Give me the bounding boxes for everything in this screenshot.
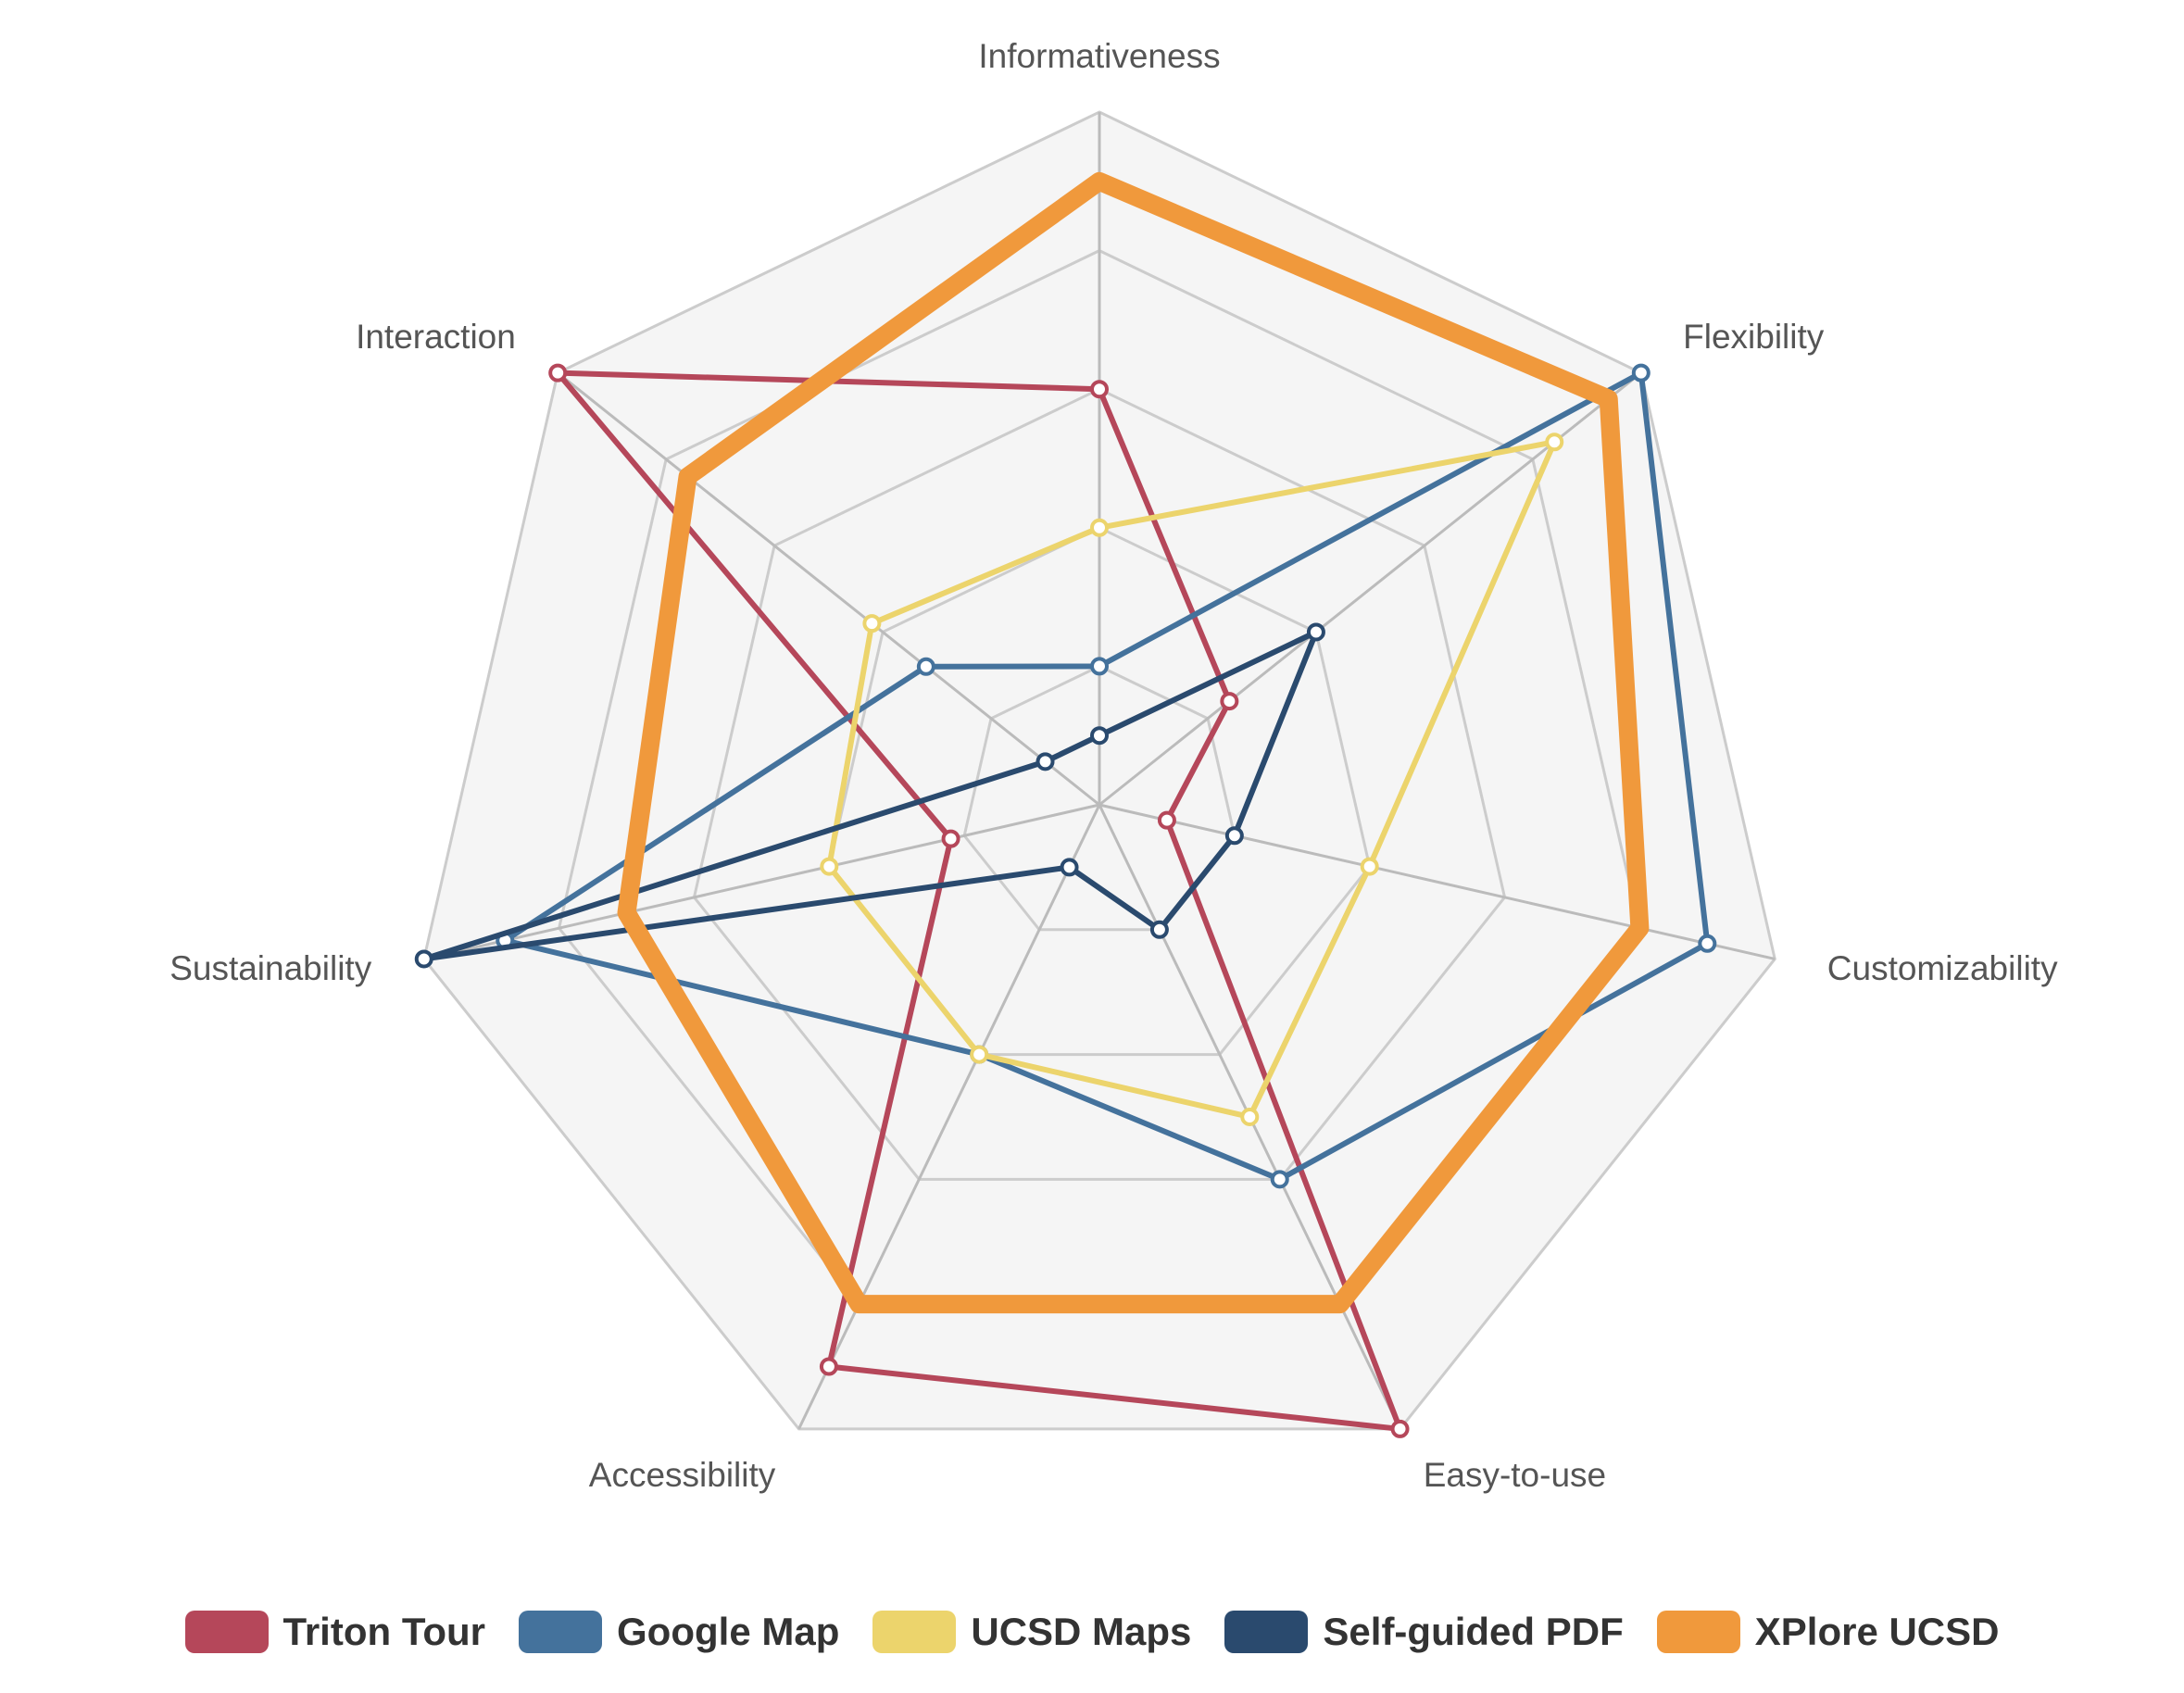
data-point[interactable] (970, 1045, 989, 1064)
axis-label: Easy-to-use (1424, 1456, 1606, 1494)
legend-swatch (872, 1611, 957, 1653)
data-point[interactable] (1090, 380, 1109, 399)
legend-swatch (184, 1611, 269, 1653)
series-line (555, 370, 1403, 1432)
data-point[interactable] (1220, 692, 1239, 711)
data-point[interactable] (1545, 433, 1564, 452)
data-point[interactable] (819, 1357, 838, 1376)
grid-ring (422, 110, 1776, 1431)
data-point[interactable] (1036, 752, 1055, 771)
axis-spoke (797, 804, 1101, 1430)
axis-spoke (1098, 803, 1776, 960)
data-point[interactable] (1060, 858, 1079, 877)
series-self-guided-pdf (414, 622, 1325, 969)
radar-grid (422, 110, 1776, 1431)
axis-label: Flexibility (1683, 318, 1825, 356)
series-triton-tour (548, 363, 1410, 1438)
data-point[interactable] (548, 363, 568, 382)
legend-label: Self-guided PDF (1323, 1610, 1624, 1653)
radar-series (414, 171, 1717, 1438)
legend-swatch (519, 1611, 603, 1653)
series-xplore-ucsd (617, 171, 1650, 1314)
axis-labels: Informativeness Flexibility Customizabilit… (169, 37, 2058, 1494)
data-point[interactable] (1090, 657, 1109, 676)
data-point[interactable] (1090, 518, 1109, 537)
data-point[interactable] (916, 657, 935, 676)
data-point[interactable] (862, 614, 882, 633)
data-point[interactable] (1149, 920, 1169, 939)
legend-label: UCSD Maps (971, 1610, 1192, 1653)
legend-swatch (1656, 1611, 1740, 1653)
legend-item[interactable]: UCSD Maps (872, 1610, 1191, 1654)
legend-item[interactable]: XPlore UCSD (1656, 1610, 2000, 1654)
legend-label: XPlore UCSD (1754, 1610, 2000, 1653)
axis-label: Interaction (356, 318, 516, 356)
data-point[interactable] (1360, 857, 1379, 876)
legend-label: Google Map (617, 1610, 840, 1653)
data-point[interactable] (1224, 826, 1244, 846)
axis-label: Sustainability (169, 949, 372, 987)
data-point[interactable] (1240, 1107, 1260, 1126)
grid-ring (827, 526, 1372, 1057)
legend: Triton Tour Google Map UCSD Maps Self-guide… (0, 1610, 2184, 1654)
series-ucsd-maps (820, 433, 1564, 1126)
legend-item[interactable]: Google Map (519, 1610, 839, 1654)
data-point[interactable] (1698, 934, 1717, 953)
legend-label: Triton Tour (282, 1610, 486, 1653)
series-line (826, 439, 1558, 1120)
data-point[interactable] (1306, 622, 1325, 642)
series-line (617, 171, 1650, 1314)
axis-spoke (557, 371, 1100, 807)
data-point[interactable] (414, 949, 433, 969)
legend-item[interactable]: Self-guided PDF (1224, 1610, 1624, 1654)
axis-label: Customizability (1827, 949, 2058, 987)
data-point[interactable] (820, 857, 839, 876)
grid-ring (692, 387, 1507, 1181)
legend-swatch (1224, 1611, 1309, 1653)
data-point[interactable] (1090, 726, 1109, 746)
data-point[interactable] (1390, 1419, 1410, 1438)
axis-spoke (423, 803, 1100, 960)
data-point[interactable] (1157, 810, 1176, 830)
data-point[interactable] (1631, 363, 1651, 382)
series-line (420, 629, 1319, 962)
axis-label: Accessibility (589, 1456, 776, 1494)
data-point[interactable] (941, 829, 960, 848)
axis-label: Informativeness (978, 37, 1220, 75)
data-point[interactable] (1270, 1170, 1289, 1189)
legend-item[interactable]: Triton Tour (184, 1610, 486, 1654)
